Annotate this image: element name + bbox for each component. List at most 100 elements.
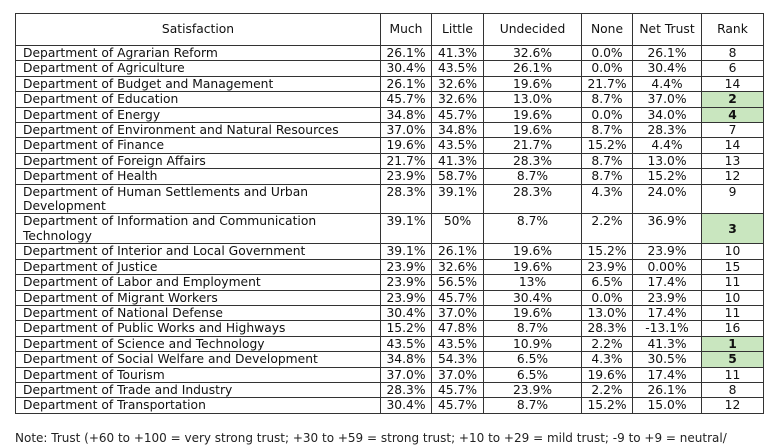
cell-rank: 4: [701, 106, 764, 124]
cell-little: 45.7%: [431, 381, 484, 399]
cell-little: 39.1%: [431, 183, 484, 215]
header-little: Little: [431, 13, 484, 46]
cell-department: Department of Interior and Local Governm…: [15, 243, 381, 260]
table-row: Department of Science and Technology 43.5…: [15, 335, 764, 353]
cell-rank: 5: [701, 351, 764, 368]
table-row: Department of Information and Communicat…: [15, 213, 764, 245]
cell-none: 28.3%: [581, 320, 633, 337]
cell-none: 13.0%: [581, 304, 633, 322]
cell-none: 2.2%: [581, 381, 633, 399]
table-row: Department of Budget and Management 26.1%…: [15, 75, 764, 93]
table-row: Department of Transportation 30.4% 45.7% 8.…: [15, 397, 764, 414]
cell-net-trust: -13.1%: [632, 320, 702, 337]
cell-department: Department of Social Welfare and Develop…: [15, 351, 381, 368]
cell-much: 23.9%: [380, 274, 432, 291]
cell-rank: 9: [701, 183, 764, 215]
header-much: Much: [380, 13, 432, 46]
cell-department: Department of National Defense: [15, 304, 381, 322]
cell-little: 32.6%: [431, 91, 484, 108]
cell-undecided: 21.7%: [483, 137, 582, 154]
table-row: Department of Energy 34.8% 45.7% 19.6% 0.0% 3…: [15, 106, 764, 124]
cell-department: Department of Science and Technology: [15, 335, 381, 353]
cell-rank: 7: [701, 122, 764, 139]
table-row: Department of National Defense 30.4% 37.0%…: [15, 304, 764, 322]
cell-undecided: 28.3%: [483, 152, 582, 170]
cell-undecided: 19.6%: [483, 258, 582, 276]
cell-little: 41.3%: [431, 152, 484, 170]
table-row: Department of Public Works and Highways 1…: [15, 320, 764, 337]
table-row: Department of Social Welfare and Develop…: [15, 351, 764, 368]
cell-none: 0.0%: [581, 106, 633, 124]
header-row: Satisfaction Much Little Undecided None …: [15, 13, 764, 46]
cell-undecided: 19.6%: [483, 243, 582, 260]
cell-undecided: 26.1%: [483, 60, 582, 77]
cell-much: 28.3%: [380, 183, 432, 215]
cell-much: 15.2%: [380, 320, 432, 337]
cell-department: Department of Transportation: [15, 397, 381, 414]
table-row: Department of Tourism 37.0% 37.0% 6.5% 19.6%…: [15, 366, 764, 383]
cell-much: 39.1%: [380, 213, 432, 245]
cell-much: 37.0%: [380, 366, 432, 383]
cell-net-trust: 36.9%: [632, 213, 702, 245]
cell-little: 56.5%: [431, 274, 484, 291]
table-row: Department of Human Settlements and Urba…: [15, 183, 764, 215]
cell-undecided: 6.5%: [483, 366, 582, 383]
cell-net-trust: 24.0%: [632, 183, 702, 215]
table-row: Department of Foreign Affairs 21.7% 41.3% 2…: [15, 152, 764, 170]
cell-undecided: 32.6%: [483, 44, 582, 62]
cell-little: 37.0%: [431, 366, 484, 383]
cell-undecided: 13.0%: [483, 91, 582, 108]
cell-net-trust: 4.4%: [632, 137, 702, 154]
cell-none: 0.0%: [581, 60, 633, 77]
cell-none: 0.0%: [581, 289, 633, 306]
cell-little: 32.6%: [431, 75, 484, 93]
cell-undecided: 8.7%: [483, 168, 582, 185]
cell-none: 15.2%: [581, 397, 633, 414]
cell-much: 34.8%: [380, 351, 432, 368]
cell-little: 47.8%: [431, 320, 484, 337]
cell-rank: 11: [701, 274, 764, 291]
cell-much: 28.3%: [380, 381, 432, 399]
cell-department: Department of Labor and Employment: [15, 274, 381, 291]
cell-department: Department of Public Works and Highways: [15, 320, 381, 337]
table-row: Department of Finance 19.6% 43.5% 21.7% 15.2…: [15, 137, 764, 154]
cell-department: Department of Migrant Workers: [15, 289, 381, 306]
cell-much: 45.7%: [380, 91, 432, 108]
cell-undecided: 8.7%: [483, 397, 582, 414]
cell-little: 32.6%: [431, 258, 484, 276]
cell-rank: 2: [701, 91, 764, 108]
cell-undecided: 13%: [483, 274, 582, 291]
cell-none: 2.2%: [581, 335, 633, 353]
cell-much: 21.7%: [380, 152, 432, 170]
cell-little: 37.0%: [431, 304, 484, 322]
cell-much: 30.4%: [380, 304, 432, 322]
cell-undecided: 19.6%: [483, 106, 582, 124]
cell-department: Department of Health: [15, 168, 381, 185]
table-row: Department of Health 23.9% 58.7% 8.7% 8.7% 15…: [15, 168, 764, 185]
table-row: Department of Agrarian Reform 26.1% 41.3% 3…: [15, 44, 764, 62]
cell-much: 26.1%: [380, 75, 432, 93]
trust-table: Satisfaction Much Little Undecided None …: [15, 13, 764, 414]
cell-little: 34.8%: [431, 122, 484, 139]
cell-none: 0.0%: [581, 44, 633, 62]
cell-rank: 3: [701, 213, 764, 245]
cell-rank: 13: [701, 152, 764, 170]
cell-net-trust: 30.5%: [632, 351, 702, 368]
cell-little: 45.7%: [431, 289, 484, 306]
cell-none: 21.7%: [581, 75, 633, 93]
cell-undecided: 8.7%: [483, 213, 582, 245]
cell-rank: 8: [701, 44, 764, 62]
header-net-trust: Net Trust: [632, 13, 702, 46]
cell-net-trust: 17.4%: [632, 366, 702, 383]
table-row: Department of Environment and Natural Re…: [15, 122, 764, 139]
cell-rank: 11: [701, 366, 764, 383]
cell-little: 43.5%: [431, 137, 484, 154]
cell-department: Department of Agrarian Reform: [15, 44, 381, 62]
header-satisfaction: Satisfaction: [15, 13, 381, 46]
cell-none: 23.9%: [581, 258, 633, 276]
cell-rank: 6: [701, 60, 764, 77]
cell-much: 26.1%: [380, 44, 432, 62]
cell-little: 50%: [431, 213, 484, 245]
cell-rank: 14: [701, 75, 764, 93]
cell-net-trust: 15.2%: [632, 168, 702, 185]
